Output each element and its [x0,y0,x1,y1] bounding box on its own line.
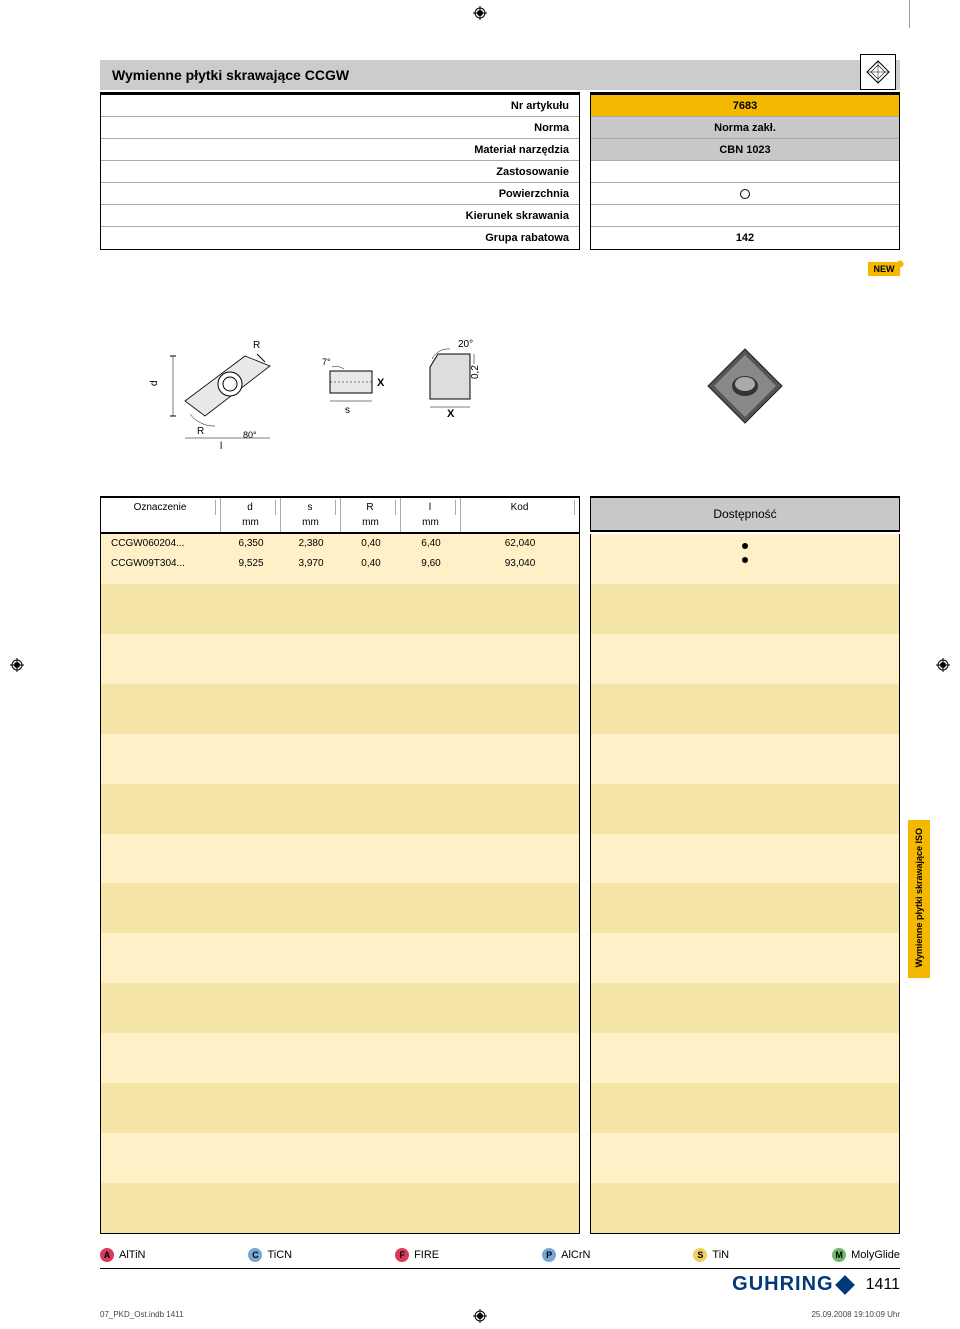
data-table-header: Oznaczenie d mm s mm R mm l mm [100,496,580,534]
circle-icon [740,189,750,199]
spec-label: Norma [101,117,579,139]
col-unit: mm [405,515,456,530]
page-number: 1411 [866,1276,900,1294]
svg-text:80°: 80° [243,430,257,440]
legend-label: AlCrN [561,1249,590,1261]
svg-text:s: s [345,405,350,416]
avail-dot [591,537,899,551]
technical-diagram: d R R l 80° [100,276,580,496]
legend-item: F FIRE [395,1248,439,1262]
footer-time: 25.09.2008 19:10:09 Uhr [811,1310,900,1319]
row-d: 6,350 [221,534,281,554]
spec-label: Grupa rabatowa [101,227,579,249]
side-tab: Wymienne płytki skrawające ISO [908,820,930,978]
row-l: 9,60 [401,554,461,574]
page-title: Wymienne płytki skrawające CCGW [112,67,349,83]
legend-circle-icon: P [542,1248,556,1262]
svg-text:X: X [447,408,455,420]
spec-label: Powierzchnia [101,183,579,205]
svg-text:R: R [197,426,204,437]
spec-value-empty [591,205,899,227]
col-header: s [285,500,336,515]
col-header: R [345,500,396,515]
row-kod: 62,040 [461,534,579,554]
footer-file: 07_PKD_Ost.indb 1411 [100,1310,183,1319]
row-des: CCGW060204... [101,534,221,554]
spec-value: CBN 1023 [591,139,899,161]
spec-labels-box: Nr artykułu Norma Materiał narzędzia Zas… [100,92,580,250]
col-header: d [225,500,276,515]
spec-label: Nr artykułu [101,95,579,117]
spec-label: Zastosowanie [101,161,579,183]
legend-circle-icon: S [693,1248,707,1262]
legend-item: S TiN [693,1248,729,1262]
row-s: 2,380 [281,534,341,554]
svg-text:l: l [220,441,222,452]
row-l: 6,40 [401,534,461,554]
col-unit: mm [225,515,276,530]
legend-label: AlTiN [119,1249,145,1261]
svg-text:R: R [253,340,260,351]
legend-item: C TiCN [248,1248,292,1262]
product-photo [590,276,900,496]
spec-value-empty [591,161,899,183]
new-badge: NEW [868,262,900,276]
spec-label: Materiał narzędzia [101,139,579,161]
col-header: Oznaczenie [105,500,216,515]
legend-circle-icon: F [395,1248,409,1262]
row-r: 0,40 [341,534,401,554]
col-header: Kod [465,500,575,515]
spec-value-surface [591,183,899,205]
avail-dot [591,551,899,565]
svg-text:0,2: 0,2 [470,365,481,379]
legend-circle-icon: M [832,1248,846,1262]
row-s: 3,970 [281,554,341,574]
spec-value: 142 [591,227,899,249]
page-title-bar: Wymienne płytki skrawające CCGW [100,60,900,90]
legend-label: MolyGlide [851,1249,900,1261]
insert-shape-icon [860,54,896,90]
legend-circle-icon: C [248,1248,262,1262]
legend-item: P AlCrN [542,1248,590,1262]
data-table-body: CCGW060204... 6,350 2,380 0,40 6,40 62,0… [100,534,900,1234]
col-unit: mm [345,515,396,530]
legend-item: M MolyGlide [832,1248,900,1262]
legend-label: TiCN [267,1249,292,1261]
side-tab-label: Wymienne płytki skrawające ISO [914,828,924,967]
legend-circle-icon: A [100,1248,114,1262]
brand-name: GUHRING [732,1273,833,1296]
svg-text:7°: 7° [322,357,331,367]
row-des: CCGW09T304... [101,554,221,574]
row-d: 9,525 [221,554,281,574]
svg-text:X: X [377,377,385,389]
spec-value: 7683 [591,95,899,117]
brand-diamond-icon [835,1275,855,1295]
svg-text:20°: 20° [458,339,473,350]
legend-label: FIRE [414,1249,439,1261]
crop-mark [909,0,910,28]
spec-value: Norma zakł. [591,117,899,139]
registration-mark-icon [473,6,487,20]
col-header: l [405,500,456,515]
spec-label: Kierunek skrawania [101,205,579,227]
row-kod: 93,040 [461,554,579,574]
coating-legend: A AlTiN C TiCN F FIRE P AlCrN S TiN M MolyGlide [100,1242,900,1268]
spec-values-box: 7683 Norma zakł. CBN 1023 142 [590,92,900,250]
legend-item: A AlTiN [100,1248,145,1262]
availability-header: Dostępność [590,496,900,532]
row-r: 0,40 [341,554,401,574]
legend-label: TiN [712,1249,729,1261]
dim-d: d [149,380,160,386]
col-unit: mm [285,515,336,530]
registration-mark-icon [936,658,950,672]
brand-logo: GUHRING [732,1273,851,1296]
registration-mark-icon [10,658,24,672]
